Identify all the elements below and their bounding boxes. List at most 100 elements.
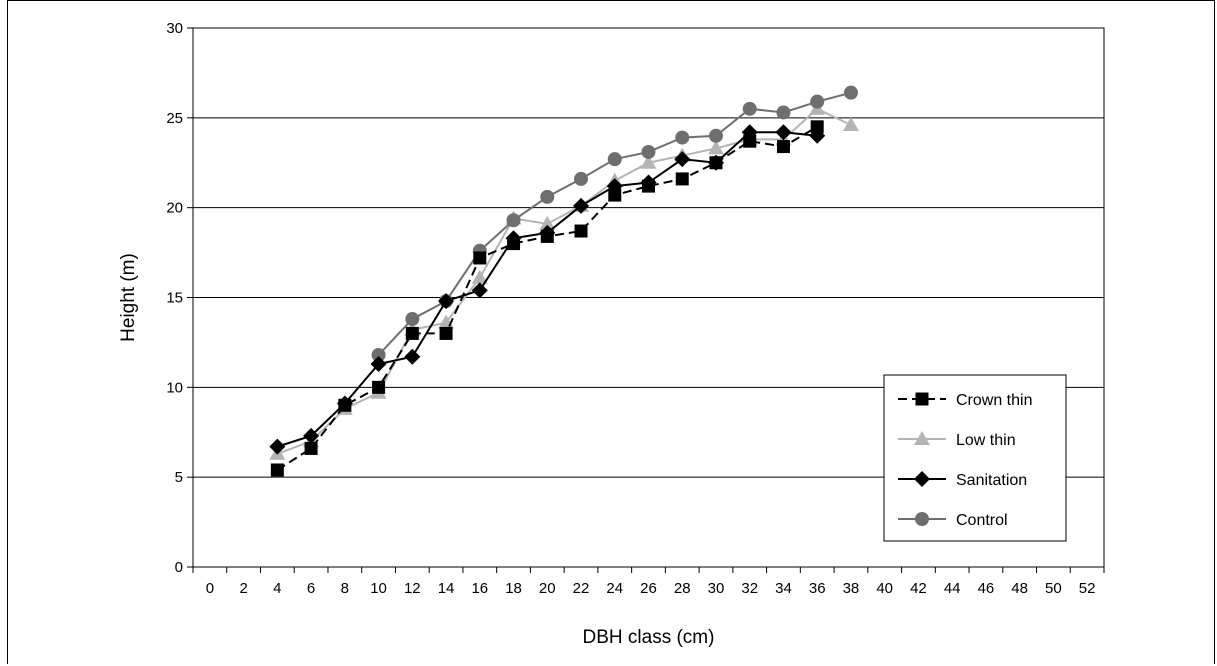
x-tick-label: 44 <box>944 580 961 597</box>
data-point <box>675 172 689 186</box>
data-point <box>640 154 657 169</box>
data-point <box>708 128 723 143</box>
data-point <box>608 188 622 202</box>
grid-lines <box>193 117 1104 478</box>
data-point <box>842 117 859 132</box>
y-tick-label: 5 <box>175 469 183 486</box>
legend-marker <box>915 392 929 406</box>
x-tick-label: 12 <box>404 580 421 597</box>
data-point <box>539 224 556 241</box>
data-point <box>372 380 386 394</box>
legend-marker <box>915 512 929 526</box>
series-low-thin <box>269 100 859 460</box>
x-tick-label: 26 <box>640 580 657 597</box>
data-point <box>269 438 286 455</box>
x-tick-label: 22 <box>573 580 590 597</box>
x-tick-label: 18 <box>505 580 522 597</box>
data-point <box>304 441 318 455</box>
series-sanitation <box>269 124 826 455</box>
data-point <box>606 178 623 195</box>
data-point <box>471 269 488 284</box>
x-tick-label: 40 <box>876 580 893 597</box>
data-point <box>776 105 791 120</box>
data-point <box>776 140 790 154</box>
data-point <box>471 282 488 299</box>
data-point <box>371 347 386 362</box>
data-point <box>574 171 589 186</box>
y-tick-label: 0 <box>175 559 183 576</box>
data-point <box>607 152 622 167</box>
legend-item: Control <box>898 512 1008 529</box>
legend-marker <box>914 431 930 445</box>
series-control <box>371 85 858 362</box>
x-tick-label: 10 <box>370 580 387 597</box>
data-point <box>404 348 421 365</box>
legend-label: Low thin <box>956 432 1016 449</box>
legend-item: Crown thin <box>898 392 1032 409</box>
data-point <box>675 130 690 145</box>
legend-item: Low thin <box>898 431 1016 449</box>
data-point <box>640 174 657 191</box>
legend-label: Sanitation <box>956 472 1027 489</box>
series-layer <box>269 85 859 477</box>
data-point <box>270 463 284 477</box>
data-point <box>336 395 353 412</box>
x-tick-label: 14 <box>438 580 455 597</box>
x-tick-label: 42 <box>910 580 927 597</box>
x-tick-label: 30 <box>708 580 725 597</box>
x-axis-title: DBH class (cm) <box>583 627 715 648</box>
x-tick-label: 4 <box>273 580 281 597</box>
x-tick-label: 24 <box>606 580 623 597</box>
chart-frame <box>7 0 1215 664</box>
y-tick-label: 30 <box>166 20 183 37</box>
data-point <box>741 124 758 141</box>
data-point <box>674 151 691 168</box>
series-line <box>277 107 852 455</box>
x-tick-label: 8 <box>341 580 349 597</box>
data-point <box>573 197 590 214</box>
data-point <box>775 124 792 141</box>
data-point <box>540 189 555 204</box>
data-point <box>370 355 387 372</box>
data-point <box>506 213 521 228</box>
x-tick-label: 2 <box>239 580 247 597</box>
y-axis-title: Height (m) <box>118 253 139 342</box>
y-tick-label: 10 <box>166 379 183 396</box>
data-point <box>743 134 757 148</box>
y-tick-label: 15 <box>166 290 183 307</box>
data-point <box>742 101 757 116</box>
x-tick-label: 28 <box>674 580 691 597</box>
x-tick-label: 38 <box>843 580 860 597</box>
data-point <box>707 154 724 171</box>
data-point <box>641 144 656 159</box>
x-tick-label: 20 <box>539 580 556 597</box>
x-tick-label: 36 <box>809 580 826 597</box>
data-point <box>439 326 453 340</box>
data-point <box>539 215 556 230</box>
data-point <box>843 85 858 100</box>
legend-label: Control <box>956 512 1008 529</box>
data-point <box>707 140 724 155</box>
legend-label: Crown thin <box>956 392 1032 409</box>
data-point <box>810 120 824 134</box>
x-tick-label: 46 <box>978 580 995 597</box>
data-point <box>438 293 455 310</box>
legend-item: Sanitation <box>898 471 1027 489</box>
legend-marker <box>914 471 930 487</box>
x-tick-label: 34 <box>775 580 792 597</box>
series-line <box>276 125 818 471</box>
data-point <box>405 312 420 327</box>
x-tick-label: 32 <box>741 580 758 597</box>
y-tick-label: 20 <box>166 200 183 217</box>
data-point <box>809 127 826 144</box>
x-tick-label: 16 <box>471 580 488 597</box>
legend: Crown thin Low thin Sanitation Control <box>883 374 1067 542</box>
data-point <box>405 326 419 340</box>
x-tick-label: 48 <box>1011 580 1028 597</box>
data-point <box>505 230 522 247</box>
legend-box <box>883 374 1067 542</box>
x-tick-label: 6 <box>307 580 315 597</box>
x-tick-label: 50 <box>1045 580 1062 597</box>
y-tick-label: 25 <box>166 110 183 127</box>
